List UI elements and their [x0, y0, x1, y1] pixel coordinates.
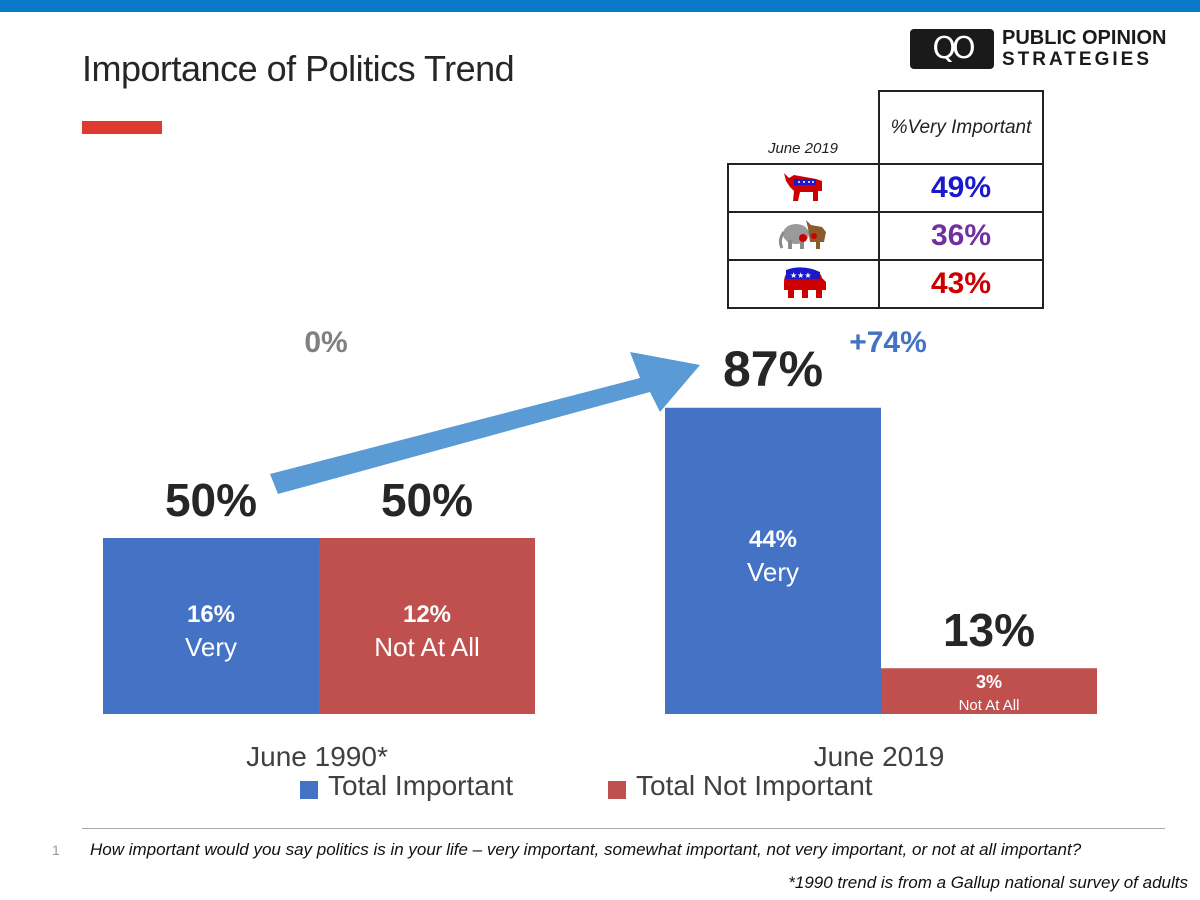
independent-value: 36%	[878, 211, 1044, 261]
svg-text:★★★: ★★★	[790, 271, 812, 280]
page-number: 1	[52, 842, 60, 858]
bar-1-1	[881, 668, 1097, 714]
bar-sub-text-1-0: Not At All	[374, 632, 480, 662]
republican-elephant-icon: ★★★	[727, 259, 880, 309]
party-breakdown-table: June 2019 %Very Important 49% 36%	[727, 90, 1044, 309]
bar-sub-text-0-0: Very	[185, 632, 237, 662]
category-label-0: June 1990*	[246, 741, 388, 772]
legend-label-not-important: Total Not Important	[636, 770, 873, 801]
change-other-label: 0%	[304, 326, 347, 359]
logo-line1: PUBLIC OPINION	[1002, 27, 1167, 49]
table-date-label: June 2019	[728, 91, 880, 165]
legend-swatch-not-important	[608, 781, 626, 799]
footer-divider	[82, 828, 1165, 829]
logo-mark-icon: QO	[932, 31, 975, 66]
republican-value: 43%	[878, 259, 1044, 309]
bar-0-1	[665, 407, 881, 714]
source-note: *1990 trend is from a Gallup national su…	[788, 873, 1188, 892]
labels-layer: 50% 16% Very 50% 12% Not At All June 1990* 87% 4…	[165, 326, 1035, 772]
change-important-label: +74%	[849, 326, 927, 359]
bar-sub-value-1-1: 3%	[976, 672, 1002, 692]
bar-sub-value-1-0: 12%	[403, 601, 451, 628]
democrat-value: 49%	[878, 163, 1044, 213]
trend-arrow	[270, 352, 700, 494]
slide-title: Importance of Politics Trend	[82, 48, 515, 89]
democrat-donkey-icon	[727, 163, 880, 213]
independent-elephant-donkey-icon	[727, 211, 880, 261]
bar-total-label-1-0: 50%	[381, 474, 473, 526]
bar-total-label-0-0: 50%	[165, 474, 257, 526]
legend-swatch-important	[300, 781, 318, 799]
legend-label-important: Total Important	[328, 770, 514, 801]
bar-sub-value-0-1: 44%	[749, 526, 797, 553]
bar-total-label-0-1: 87%	[723, 341, 823, 397]
bars-layer	[103, 352, 1097, 714]
bar-sub-text-0-1: Very	[747, 557, 799, 587]
logo-mark-box	[910, 29, 994, 69]
pos-logo: QO PUBLIC OPINION STRATEGIES	[910, 27, 1170, 71]
bar-sub-text-1-1: Not At All	[959, 697, 1020, 714]
survey-question: How important would you say politics is …	[90, 840, 1082, 859]
bar-sub-value-0-0: 16%	[187, 601, 235, 628]
top-stripe	[0, 0, 1200, 12]
table-column-header: %Very Important	[878, 90, 1044, 165]
category-label-1: June 2019	[814, 741, 945, 772]
bar-0-0	[103, 538, 319, 714]
bar-1-0	[319, 538, 535, 714]
logo-line2: STRATEGIES	[1002, 49, 1152, 70]
title-accent-bar	[82, 121, 162, 134]
bar-total-label-1-1: 13%	[943, 604, 1035, 656]
